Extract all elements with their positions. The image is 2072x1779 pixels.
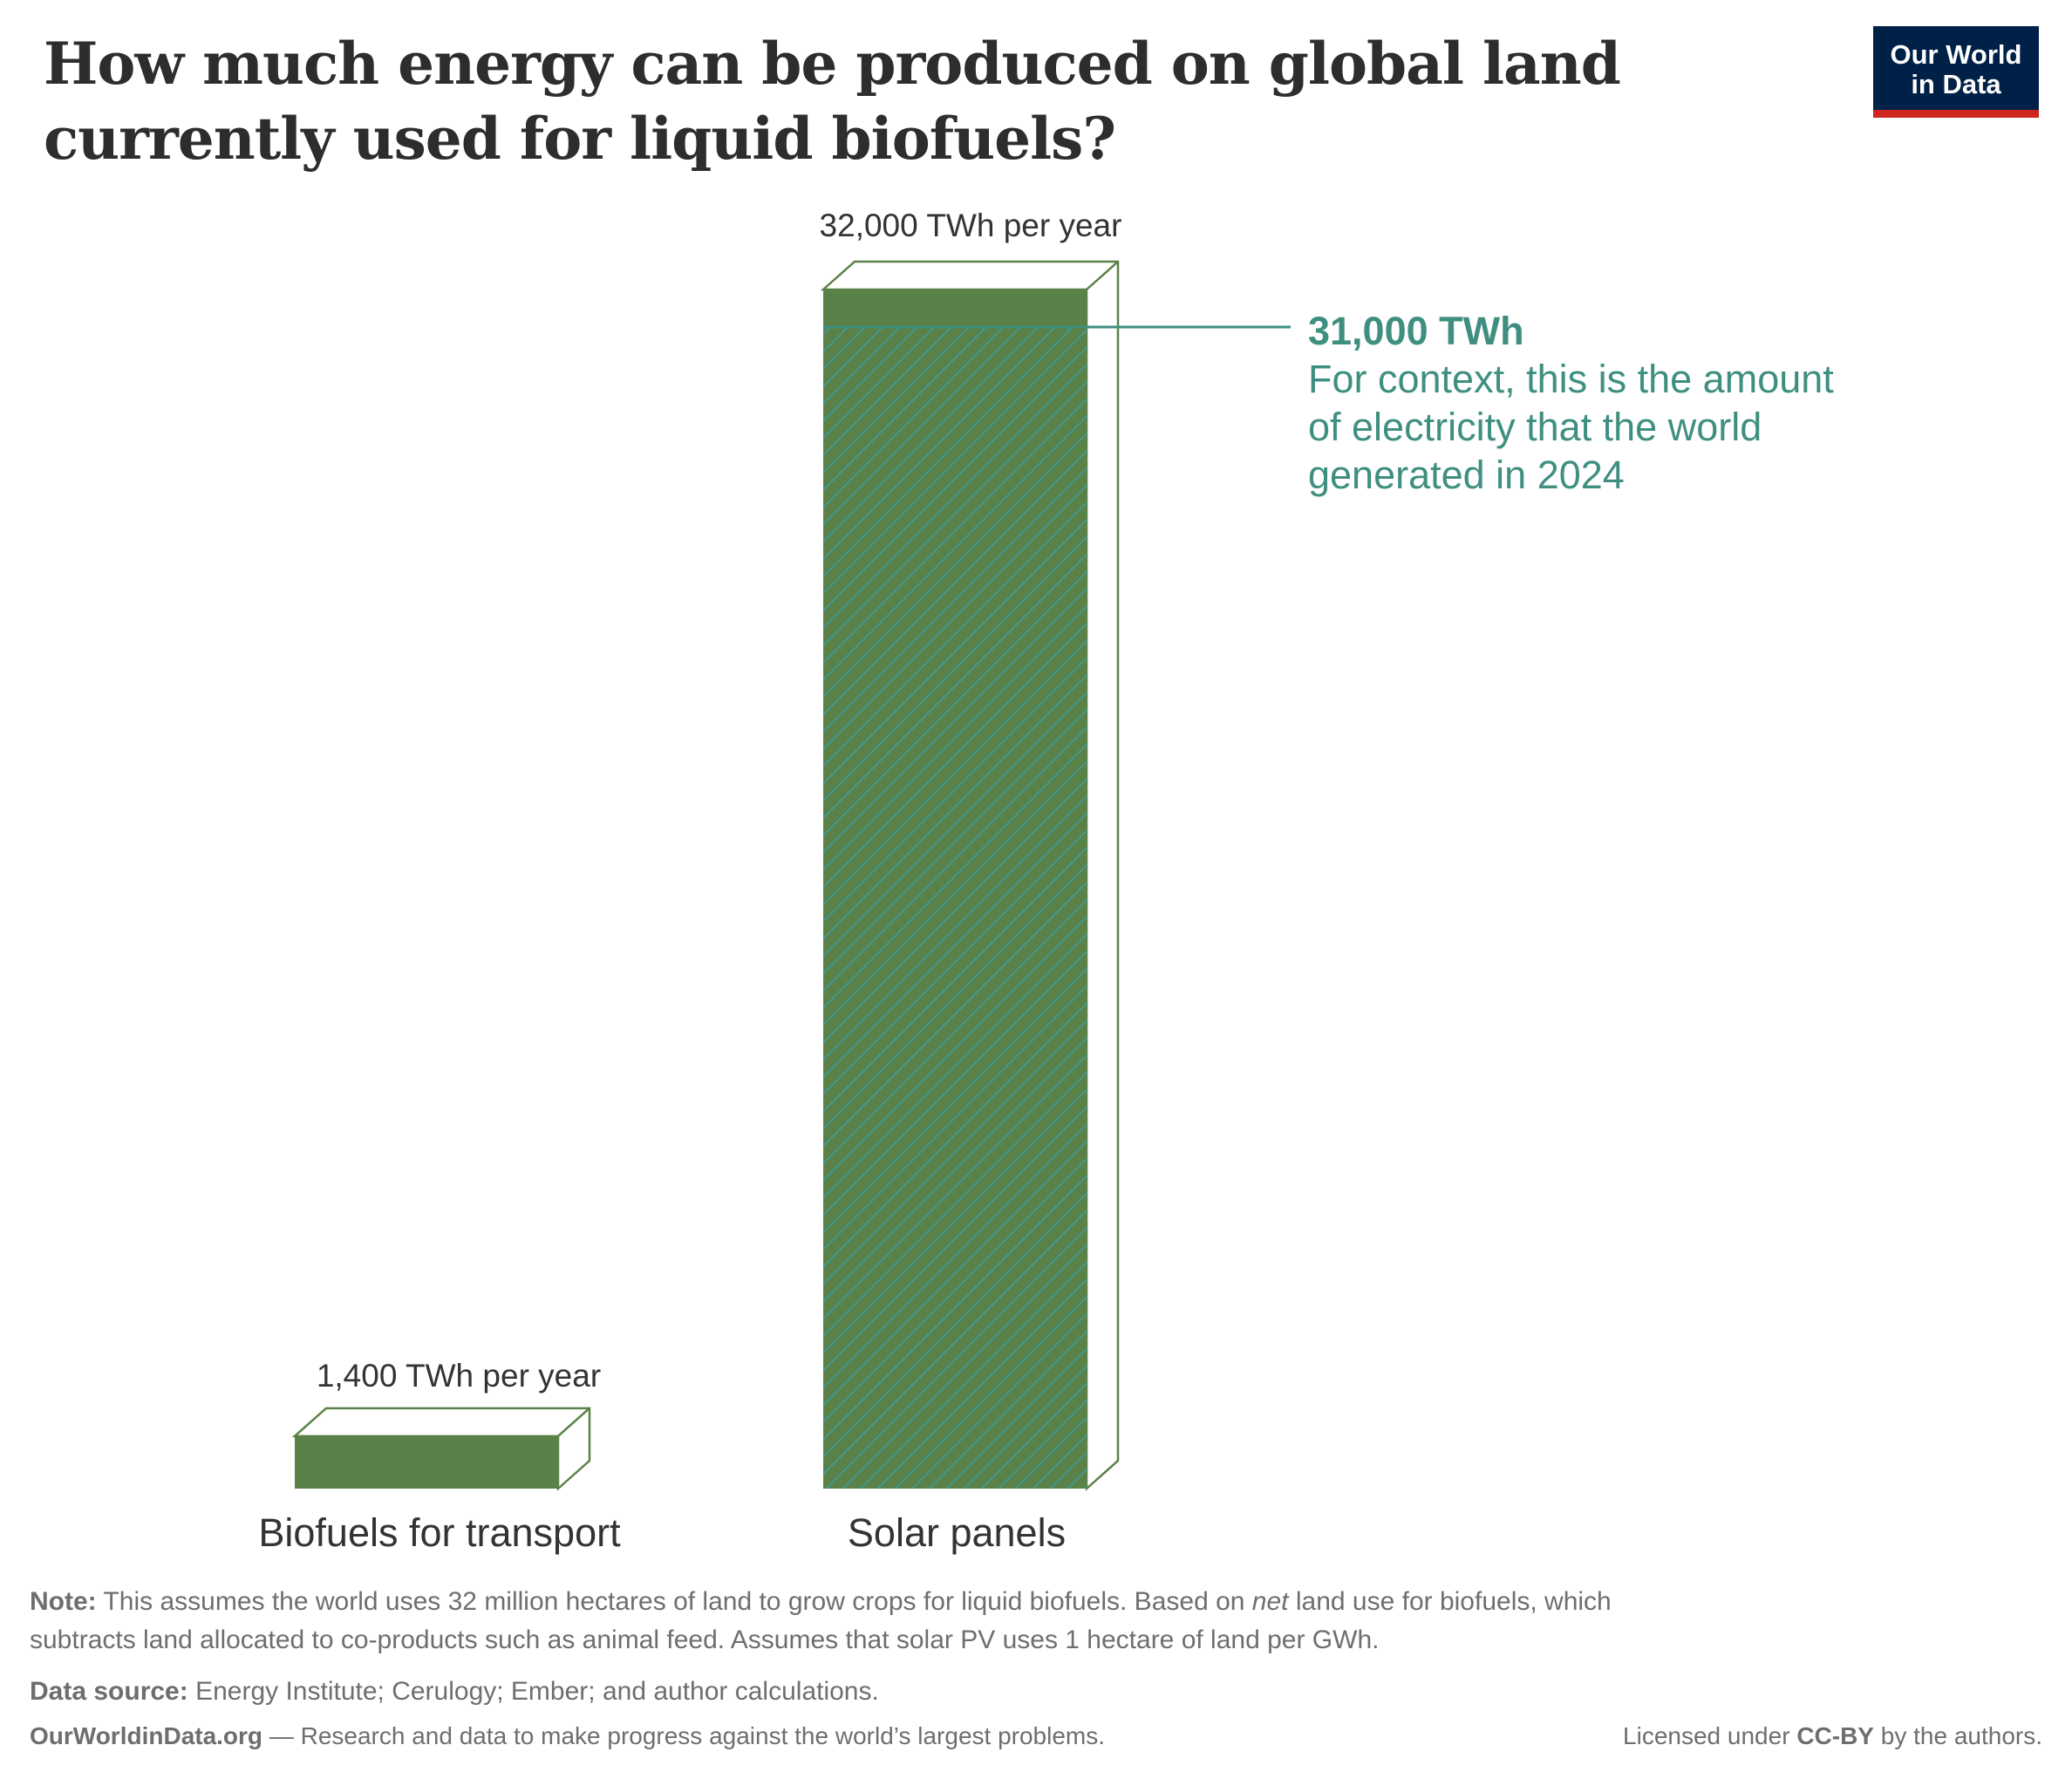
note-label: Note: bbox=[30, 1587, 97, 1616]
value-label-solar: 32,000 TWh per year bbox=[820, 208, 1122, 243]
source-text: Energy Institute; Cerulogy; Ember; and a… bbox=[195, 1677, 879, 1706]
bar-0 bbox=[295, 1435, 558, 1489]
chart-title: How much energy can be produced on globa… bbox=[44, 30, 1621, 173]
license-link[interactable]: CC-BY bbox=[1796, 1722, 1874, 1749]
annotation: 31,000 TWh For context, this is the amou… bbox=[1308, 307, 1919, 499]
note: Note: This assumes the world uses 32 mil… bbox=[30, 1583, 2035, 1660]
category-label-solar: Solar panels bbox=[848, 1510, 1066, 1555]
note-emphasis: net bbox=[1251, 1587, 1289, 1616]
annotation-value: 31,000 TWh bbox=[1308, 309, 1524, 353]
note-text-1b: land use for biofuels, which bbox=[1288, 1587, 1612, 1616]
bar-3d-outline bbox=[291, 1407, 591, 1491]
license-post: by the authors. bbox=[1873, 1722, 2042, 1749]
footer-license: Licensed under CC-BY by the authors. bbox=[1623, 1722, 2042, 1750]
footer-left: OurWorldinData.org — Research and data t… bbox=[30, 1722, 1105, 1750]
bar-hatch-reference bbox=[823, 326, 1087, 1489]
value-label-biofuels: 1,400 TWh per year bbox=[317, 1358, 601, 1394]
annotation-line-1: For context, this is the amount bbox=[1308, 357, 1834, 401]
category-label-biofuels: Biofuels for transport bbox=[258, 1510, 621, 1555]
logo-line2: in Data bbox=[1911, 69, 2001, 99]
data-source: Data source: Energy Institute; Cerulogy;… bbox=[30, 1673, 2035, 1711]
site-link[interactable]: OurWorldinData.org bbox=[30, 1722, 263, 1749]
note-text-1a: This assumes the world uses 32 million h… bbox=[103, 1587, 1252, 1616]
note-text-2: subtracts land allocated to co-products … bbox=[30, 1626, 1380, 1654]
annotation-line-3: generated in 2024 bbox=[1308, 453, 1625, 497]
tagline: — Research and data to make progress aga… bbox=[262, 1722, 1106, 1749]
source-label: Data source: bbox=[30, 1677, 188, 1706]
logo-red-bar bbox=[1873, 110, 2039, 118]
bar-chart: 1,400 TWh per year 32,000 TWh per year B… bbox=[258, 208, 1291, 1555]
license-pre: Licensed under bbox=[1623, 1722, 1797, 1749]
owid-logo[interactable]: Our World in Data bbox=[1873, 26, 2039, 118]
logo-line1: Our World bbox=[1890, 39, 2022, 70]
annotation-line-2: of electricity that the world bbox=[1308, 405, 1762, 449]
